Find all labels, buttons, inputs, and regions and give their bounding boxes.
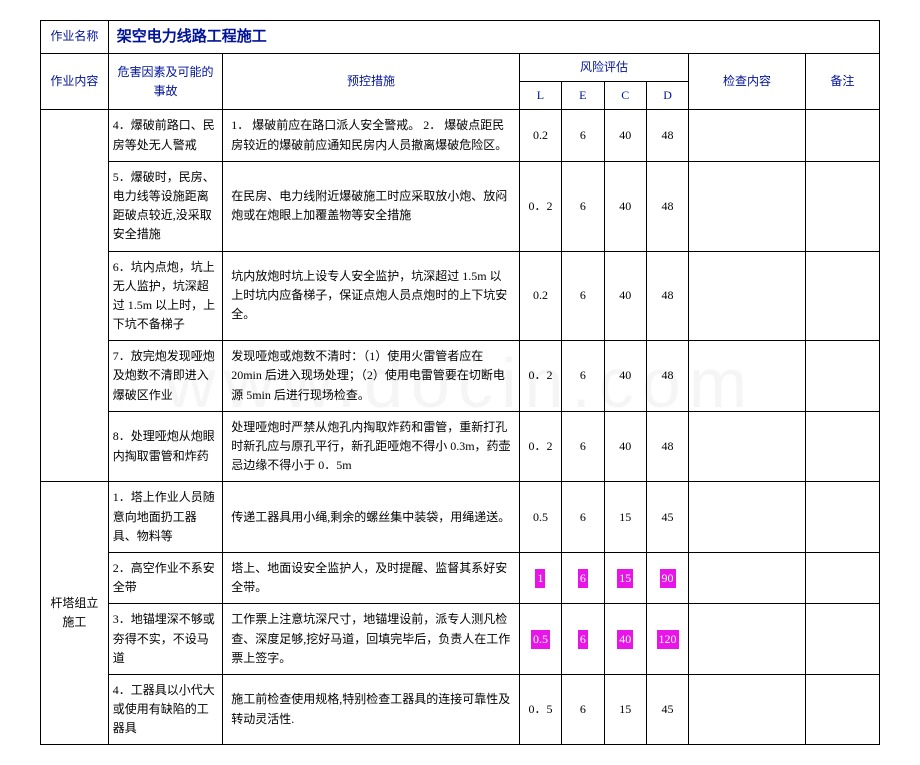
risk-E: 6: [562, 251, 604, 341]
check-cell: [689, 482, 806, 553]
risk-L: 0．5: [519, 674, 561, 745]
remark-cell: [805, 674, 879, 745]
risk-C: 40: [604, 251, 646, 341]
hazard-cell: 3．地锚埋深不够或夯得不实，不设马道: [108, 604, 222, 675]
risk-C: 40: [604, 161, 646, 251]
measure-cell: 施工前检查使用规格,特别检查工器具的连接可靠性及转动灵活性.: [223, 674, 520, 745]
header-measure: 预控措施: [223, 54, 520, 110]
remark-cell: [805, 341, 879, 412]
risk-L: 0．2: [519, 341, 561, 412]
hazard-cell: 2．高空作业不系安全带: [108, 552, 222, 603]
measure-cell: 发现哑炮或炮数不清时：（1）使用火雷管者应在 20min 后进入现场处理；（2）…: [223, 341, 520, 412]
check-cell: [689, 604, 806, 675]
header-check: 检查内容: [689, 54, 806, 110]
check-cell: [689, 251, 806, 341]
header-risk: 风险评估: [519, 54, 688, 82]
risk-E: 6: [562, 411, 604, 482]
risk-C: 40: [604, 341, 646, 412]
header-hazard: 危害因素及可能的事故: [108, 54, 222, 110]
risk-L: 0.2: [519, 251, 561, 341]
remark-cell: [805, 482, 879, 553]
risk-C: 40: [604, 411, 646, 482]
header-L: L: [519, 82, 561, 110]
check-cell: [689, 674, 806, 745]
risk-L: 0.5: [519, 482, 561, 553]
risk-E: 6: [562, 341, 604, 412]
header-C: C: [604, 82, 646, 110]
risk-E: 6: [562, 674, 604, 745]
remark-cell: [805, 604, 879, 675]
table-row: 杆塔组立施工1．塔上作业人员随意向地面扔工器具、物料等 传递工器具用小绳,剩余的…: [41, 482, 880, 553]
risk-D: 45: [646, 482, 688, 553]
table-row: 6．坑内点炮，坑上无人监护，坑深超过 1.5m 以上时，上下坑不备梯子 坑内放炮…: [41, 251, 880, 341]
remark-cell: [805, 411, 879, 482]
remark-cell: [805, 251, 879, 341]
measure-cell: 坑内放炮时坑上设专人安全监护，坑深超过 1.5m 以上时坑内应备梯子，保证点炮人…: [223, 251, 520, 341]
table-row: 7．放完炮发现哑炮及炮数不清即进入爆破区作业 发现哑炮或炮数不清时：（1）使用火…: [41, 341, 880, 412]
measure-cell: 在民房、电力线附近爆破施工时应采取放小炮、放闷炮或在炮眼上加覆盖物等安全措施: [223, 161, 520, 251]
header-title: 架空电力线路工程施工: [108, 21, 879, 54]
risk-D: 48: [646, 161, 688, 251]
risk-E: 6: [562, 604, 604, 675]
table-row: 3．地锚埋深不够或夯得不实，不设马道 工作票上注意坑深尺寸，地锚埋设前，派专人测…: [41, 604, 880, 675]
measure-cell: 工作票上注意坑深尺寸，地锚埋设前，派专人测凡检查、深度足够,挖好马道，回填完毕后…: [223, 604, 520, 675]
check-cell: [689, 552, 806, 603]
table-row: 5．爆破时，民房、电力线等设施距离距破点较近,没采取安全措施 在民房、电力线附近…: [41, 161, 880, 251]
section-label-2: 杆塔组立施工: [41, 482, 109, 745]
measure-cell: 处理哑炮时严禁从炮孔内掏取炸药和雷管，重新打孔时新孔应与原孔平行，新孔距哑炮不得…: [223, 411, 520, 482]
measure-cell: 1． 爆破前应在路口派人安全警戒。 2． 爆破点距民房较近的爆破前应通知民房内人…: [223, 110, 520, 161]
risk-C: 40: [604, 604, 646, 675]
remark-cell: [805, 110, 879, 161]
risk-L: 0.2: [519, 110, 561, 161]
check-cell: [689, 411, 806, 482]
check-cell: [689, 341, 806, 412]
check-cell: [689, 161, 806, 251]
risk-C: 15: [604, 674, 646, 745]
hazard-cell: 4．爆破前路口、民房等处无人警戒: [108, 110, 222, 161]
risk-L: 0．2: [519, 411, 561, 482]
risk-E: 6: [562, 482, 604, 553]
header-E: E: [562, 82, 604, 110]
table-row: 4．工器具以小代大或使用有缺陷的工器具 施工前检查使用规格,特别检查工器具的连接…: [41, 674, 880, 745]
remark-cell: [805, 161, 879, 251]
hazard-cell: 4．工器具以小代大或使用有缺陷的工器具: [108, 674, 222, 745]
hazard-cell: 1．塔上作业人员随意向地面扔工器具、物料等: [108, 482, 222, 553]
risk-L: 0.5: [519, 604, 561, 675]
risk-D: 45: [646, 674, 688, 745]
risk-L: 1: [519, 552, 561, 603]
hazard-cell: 8．处理哑炮从炮眼内掏取雷管和炸药: [108, 411, 222, 482]
hazard-cell: 6．坑内点炮，坑上无人监护，坑深超过 1.5m 以上时，上下坑不备梯子: [108, 251, 222, 341]
section-label-1: [41, 110, 109, 482]
risk-C: 15: [604, 482, 646, 553]
remark-cell: [805, 552, 879, 603]
risk-C: 40: [604, 110, 646, 161]
measure-cell: 塔上、地面设安全监护人，及时提醒、监督其系好安全带。: [223, 552, 520, 603]
hazard-cell: 5．爆破时，民房、电力线等设施距离距破点较近,没采取安全措施: [108, 161, 222, 251]
header-job-content: 作业内容: [41, 54, 109, 110]
risk-D: 48: [646, 110, 688, 161]
hazard-cell: 7．放完炮发现哑炮及炮数不清即进入爆破区作业: [108, 341, 222, 412]
risk-C: 15: [604, 552, 646, 603]
header-job-name-label: 作业名称: [41, 21, 109, 54]
table-row: 8．处理哑炮从炮眼内掏取雷管和炸药 处理哑炮时严禁从炮孔内掏取炸药和雷管，重新打…: [41, 411, 880, 482]
header-remark: 备注: [805, 54, 879, 110]
table-row: 2．高空作业不系安全带 塔上、地面设安全监护人，及时提醒、监督其系好安全带。16…: [41, 552, 880, 603]
risk-D: 48: [646, 411, 688, 482]
header-D: D: [646, 82, 688, 110]
risk-L: 0．2: [519, 161, 561, 251]
risk-D: 120: [646, 604, 688, 675]
table-row: 4．爆破前路口、民房等处无人警戒1． 爆破前应在路口派人安全警戒。 2． 爆破点…: [41, 110, 880, 161]
risk-E: 6: [562, 110, 604, 161]
check-cell: [689, 110, 806, 161]
risk-D: 90: [646, 552, 688, 603]
risk-E: 6: [562, 552, 604, 603]
risk-D: 48: [646, 251, 688, 341]
risk-E: 6: [562, 161, 604, 251]
risk-assessment-table: 作业名称 架空电力线路工程施工 作业内容 危害因素及可能的事故 预控措施 风险评…: [40, 20, 880, 745]
measure-cell: 传递工器具用小绳,剩余的螺丝集中装袋，用绳递送。: [223, 482, 520, 553]
risk-D: 48: [646, 341, 688, 412]
